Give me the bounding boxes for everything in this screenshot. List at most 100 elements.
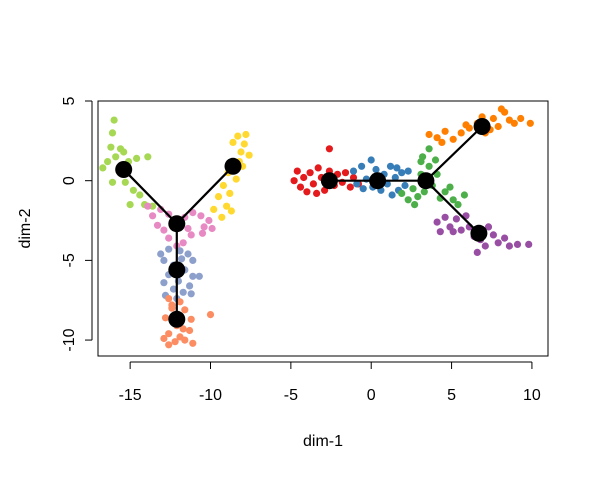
data-point-light-green	[99, 164, 107, 172]
data-point-green	[446, 183, 454, 191]
data-point-steel-blue	[359, 185, 367, 193]
data-point-blue-grey	[178, 255, 186, 263]
data-point-steel-blue	[391, 173, 399, 182]
data-point-orange	[449, 135, 457, 143]
data-point-green	[417, 158, 425, 166]
trajectory-edge	[425, 125, 483, 182]
data-point-orange	[462, 121, 470, 129]
trajectory-node	[168, 215, 186, 233]
data-point-green	[431, 156, 440, 164]
data-point-blue-grey	[189, 256, 197, 264]
data-point-pink	[179, 239, 187, 247]
trajectory-node	[320, 172, 338, 190]
x-axis-label: dim-1	[303, 433, 343, 450]
data-point-light-green	[136, 191, 144, 199]
data-point-green	[420, 188, 428, 196]
y-axis-label: dim-2	[17, 208, 34, 248]
data-point-light-green	[110, 116, 118, 124]
data-point-yellow	[242, 130, 250, 139]
data-point-orange	[438, 138, 446, 146]
data-point-red	[290, 177, 298, 185]
x-tick-label: -10	[199, 387, 222, 404]
data-point-light-green	[104, 158, 112, 166]
data-point-red	[325, 145, 333, 153]
data-point-pink	[153, 221, 162, 229]
x-tick-label: 5	[447, 387, 456, 404]
data-point-orange	[510, 119, 518, 127]
data-point-blue-grey	[195, 272, 203, 280]
data-point-red	[293, 167, 301, 175]
trajectory-node	[417, 172, 435, 190]
data-point-orange	[526, 119, 534, 127]
data-point-purple	[452, 215, 460, 223]
data-point-blue-grey	[179, 288, 187, 296]
data-point-light-green	[144, 153, 152, 161]
data-point-orange	[497, 105, 505, 113]
data-point-salmon	[206, 311, 215, 319]
data-point-red	[303, 188, 311, 196]
trajectory-node	[369, 172, 387, 190]
data-point-orange	[457, 129, 465, 137]
data-point-yellow	[234, 132, 242, 140]
data-point-orange	[425, 130, 433, 139]
trajectory-node	[115, 161, 133, 178]
data-point-salmon	[160, 334, 168, 343]
data-point-purple	[433, 218, 441, 226]
data-point-light-green	[112, 153, 120, 161]
data-point-salmon	[171, 338, 179, 346]
data-point-yellow	[232, 175, 240, 183]
data-point-blue-grey	[169, 285, 178, 293]
data-point-orange	[517, 114, 525, 123]
data-point-green	[404, 196, 412, 204]
data-point-yellow	[223, 202, 231, 210]
data-point-salmon	[187, 315, 195, 323]
data-point-purple	[489, 231, 497, 239]
data-point-salmon	[181, 306, 189, 314]
data-point-red	[349, 173, 358, 182]
trajectory-node	[224, 157, 242, 175]
data-point-pink	[165, 234, 173, 242]
data-point-yellow	[214, 193, 223, 201]
data-point-yellow	[226, 189, 234, 197]
data-point-steel-blue	[367, 156, 375, 164]
data-point-salmon	[176, 298, 184, 306]
data-point-purple	[441, 213, 449, 221]
data-point-steel-blue	[393, 164, 401, 172]
y-tick-label: -10	[61, 328, 78, 351]
data-point-light-green	[126, 201, 134, 209]
data-point-light-green	[121, 178, 129, 186]
data-point-salmon	[165, 295, 173, 303]
data-point-steel-blue	[398, 169, 406, 177]
data-point-red	[313, 189, 321, 197]
x-tick-label: 0	[367, 387, 376, 404]
data-point-green	[398, 189, 406, 197]
trajectory-edge	[425, 179, 480, 235]
data-point-salmon	[189, 339, 197, 347]
data-point-green	[425, 145, 433, 153]
data-point-light-green	[108, 178, 117, 186]
data-point-pink	[149, 212, 157, 220]
data-point-green	[441, 188, 449, 196]
data-point-orange	[433, 134, 441, 142]
data-point-blue-grey	[186, 282, 194, 290]
x-tick-label: -5	[284, 387, 298, 404]
data-point-salmon	[186, 326, 194, 335]
data-point-pink	[197, 212, 205, 220]
data-point-blue-grey	[157, 250, 165, 258]
data-point-red	[314, 164, 322, 172]
data-point-purple	[494, 239, 502, 247]
trajectory-node	[470, 224, 488, 242]
data-point-purple	[481, 242, 489, 250]
data-point-purple	[501, 234, 509, 242]
data-point-blue-grey	[187, 290, 195, 298]
data-point-steel-blue	[388, 191, 396, 199]
data-point-green	[409, 185, 417, 193]
x-axis: -15 -10 -5 0 5 10	[119, 361, 541, 404]
data-point-salmon	[165, 341, 173, 349]
data-point-green	[460, 191, 468, 199]
data-point-pink	[189, 209, 197, 217]
data-point-salmon	[165, 330, 173, 338]
data-point-green	[449, 196, 457, 204]
data-point-purple	[505, 242, 513, 250]
data-point-blue-grey	[189, 272, 197, 280]
